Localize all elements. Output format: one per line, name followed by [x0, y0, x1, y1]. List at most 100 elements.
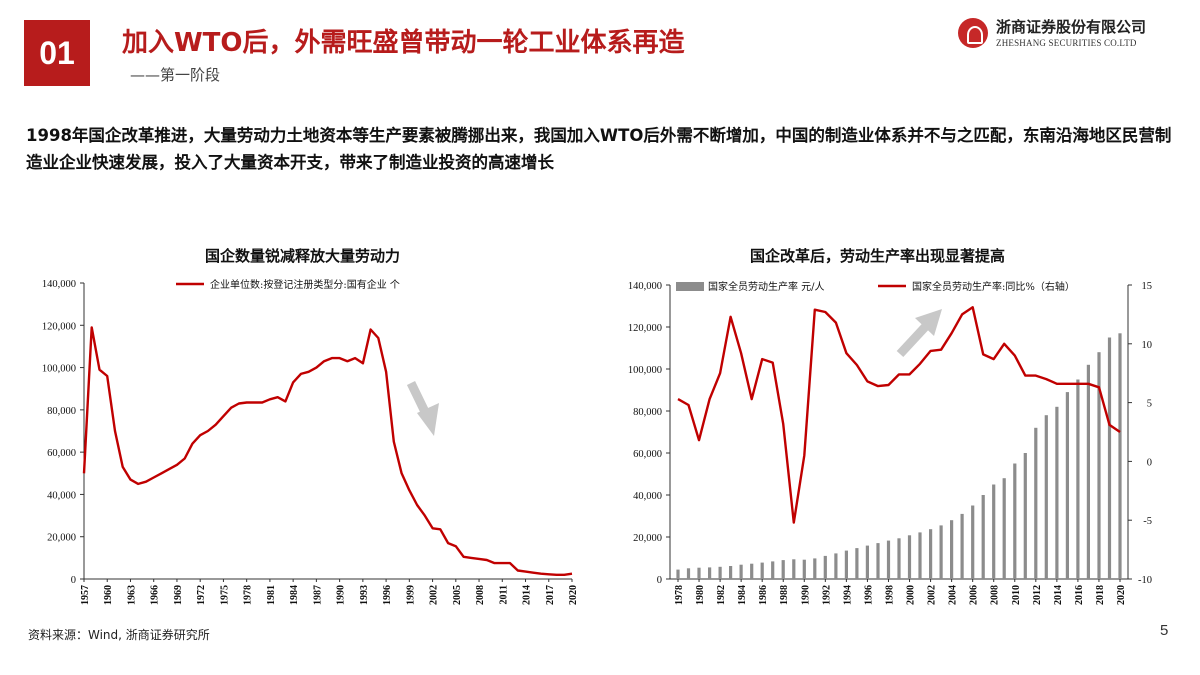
bar-productivity [1076, 379, 1080, 579]
y-tick-label: 20,000 [633, 533, 662, 544]
bar-productivity [760, 562, 764, 579]
bar-productivity [834, 553, 838, 579]
bar-productivity [813, 558, 817, 579]
bar-productivity [981, 495, 985, 579]
x-tick-label: 1975 [219, 585, 230, 605]
x-tick-label: 1996 [863, 585, 874, 605]
up-arrow-shaft [896, 322, 930, 358]
bar-productivity [771, 561, 775, 579]
x-tick-label: 1972 [196, 585, 207, 605]
x-tick-label: 2011 [498, 585, 509, 604]
bar-productivity [960, 513, 964, 579]
x-tick-label: 1960 [103, 585, 114, 605]
bar-productivity [781, 560, 785, 579]
right-chart: 0 20,000 40,000 60,000 80,000 100,000 120,000 1… [628, 280, 1153, 605]
y2-tick-label: 10 [1142, 340, 1153, 351]
logo-name-en: ZHESHANG SECURITIES CO.LTD [996, 38, 1137, 48]
x-tick-label: 2014 [1053, 585, 1064, 605]
x-tick-label: 2018 [1095, 585, 1106, 605]
y-tick-label: 80,000 [47, 406, 76, 417]
intro-paragraph: 1998年国企改革推进，大量劳动力土地资本等生产要素被腾挪出来，我国加入WTO后… [26, 126, 1172, 172]
bar-productivity [750, 563, 754, 579]
x-tick-label: 1984 [289, 585, 300, 605]
bar-productivity [844, 550, 848, 579]
x-tick-label: 1969 [173, 585, 184, 605]
y2-tick-label: -10 [1138, 575, 1152, 586]
x-tick-label: 2016 [1074, 585, 1085, 605]
x-tick-label: 2002 [927, 585, 938, 605]
y-tick-label: 80,000 [633, 407, 662, 418]
bar-productivity [1023, 453, 1027, 579]
bar-productivity [897, 538, 901, 579]
x-tick-label: 1981 [266, 585, 277, 605]
x-tick-label: 2004 [948, 585, 959, 605]
legend-label-bar: 国家全员劳动生产率 元/人 [708, 280, 825, 293]
y-tick-label: 40,000 [633, 491, 662, 502]
section-badge: 01 [24, 20, 90, 86]
y-tick-label: 60,000 [47, 448, 76, 459]
bar-productivity [718, 566, 722, 579]
left-chart-title: 国企数量锐减释放大量劳动力 [205, 247, 401, 265]
y-tick-label: 0 [71, 575, 76, 586]
legend-label: 企业单位数:按登记注册类型分:国有企业 个 [210, 278, 400, 291]
bar-productivity [1086, 364, 1090, 579]
x-tick-label: 1988 [779, 585, 790, 605]
x-tick-label: 2017 [545, 585, 556, 605]
y2-tick-label: 0 [1147, 457, 1152, 468]
left-chart: 0 20,000 40,000 60,000 80,000 100,000 120,000 1… [42, 278, 579, 605]
x-tick-label: 2014 [522, 585, 533, 605]
x-tick-label: 1978 [674, 585, 685, 605]
page-subtitle: ——第一阶段 [130, 66, 221, 84]
right-chart-title: 国企改革后，劳动生产率出现显著提高 [750, 247, 1006, 265]
y-tick-label: 0 [657, 575, 662, 586]
bar-productivity [729, 566, 733, 579]
x-tick-label: 2008 [990, 585, 1001, 605]
y-tick-label: 140,000 [42, 279, 76, 290]
legend-label-line: 国家全员劳动生产率:同比%（右轴） [912, 280, 1075, 293]
bar-productivity [802, 559, 806, 579]
bar-productivity [1055, 406, 1059, 579]
x-tick-label: 1992 [821, 585, 832, 605]
bar-productivity [918, 532, 922, 579]
x-tick-label: 1993 [359, 585, 370, 605]
bar-productivity [886, 540, 891, 579]
x-tick-label: 1980 [695, 585, 706, 605]
bar-productivity [1034, 427, 1038, 579]
x-tick-label: 2002 [429, 585, 440, 605]
y-tick-label: 20,000 [47, 533, 76, 544]
bar-productivity [1013, 463, 1017, 579]
bar-productivity [697, 567, 701, 579]
y2-tick-label: 15 [1142, 281, 1153, 292]
bar-productivity [971, 505, 975, 579]
logo-name-cn: 浙商证券股份有限公司 [996, 18, 1147, 36]
x-tick-label: 1996 [382, 585, 393, 605]
y-tick-label: 40,000 [47, 490, 76, 501]
y-tick-label: 120,000 [42, 321, 76, 332]
bar-productivity [1118, 333, 1122, 579]
x-tick-label: 1990 [336, 585, 347, 605]
bar-productivity [855, 548, 859, 579]
bar-productivity [1097, 352, 1101, 579]
y2-tick-label: -5 [1143, 516, 1152, 527]
bar-productivity [929, 529, 933, 579]
x-tick-label: 1963 [126, 585, 137, 605]
x-tick-label: 1999 [405, 585, 416, 605]
page-number: 5 [1160, 622, 1169, 639]
x-tick-label: 2020 [568, 585, 579, 605]
x-tick-label: 2012 [1032, 585, 1043, 605]
bar-productivity [792, 559, 796, 579]
page-title: 加入WTO后，外需旺盛曾带动一轮工业体系再造 [122, 28, 685, 58]
source-note: 资料来源：Wind, 浙商证券研究所 [28, 628, 210, 642]
x-tick-label: 2000 [906, 585, 917, 605]
y-tick-label: 100,000 [628, 365, 662, 376]
up-arrow-icon [915, 309, 942, 336]
legend-swatch-bar [676, 282, 704, 291]
bar-productivity [708, 567, 712, 579]
bar-productivity [992, 484, 996, 579]
bar-productivity [686, 568, 691, 579]
x-tick-label: 2020 [1116, 585, 1127, 605]
bar-productivity [1044, 415, 1048, 579]
x-tick-label: 2010 [1011, 585, 1022, 605]
y-tick-label: 120,000 [628, 323, 662, 334]
bar-productivity [1002, 478, 1006, 579]
